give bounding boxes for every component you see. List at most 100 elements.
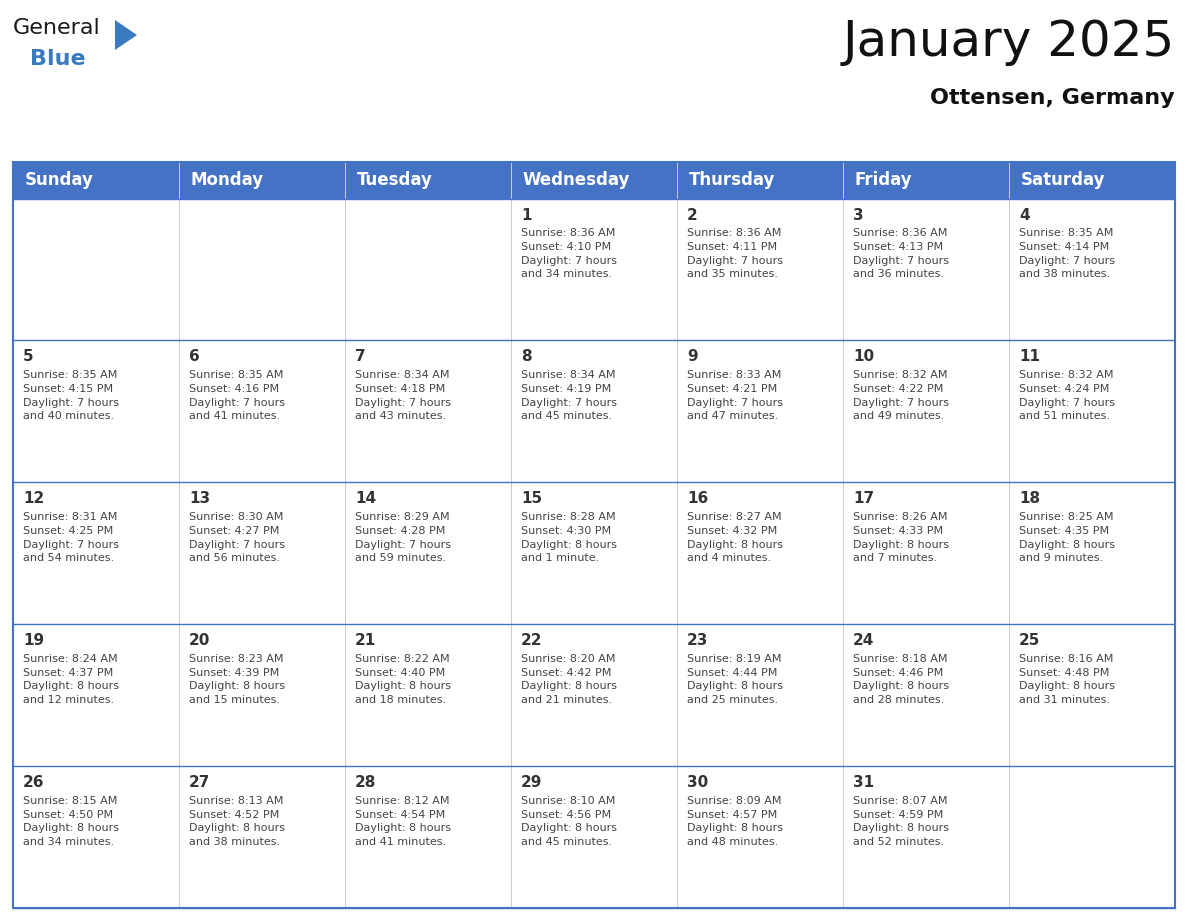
Text: 8: 8 [522, 350, 531, 364]
Text: 29: 29 [522, 775, 543, 790]
Text: 3: 3 [853, 207, 864, 222]
Bar [13, 767, 179, 908]
Text: Sunrise: 8:31 AM
Sunset: 4:25 PM
Daylight: 7 hours
and 54 minutes.: Sunrise: 8:31 AM Sunset: 4:25 PM Dayligh… [23, 512, 119, 563]
Bar [179, 198, 345, 341]
Text: Sunday: Sunday [25, 172, 94, 189]
Text: 4: 4 [1019, 207, 1030, 222]
Text: Sunrise: 8:36 AM
Sunset: 4:13 PM
Daylight: 7 hours
and 36 minutes.: Sunrise: 8:36 AM Sunset: 4:13 PM Dayligh… [853, 229, 949, 279]
Text: 14: 14 [355, 491, 377, 507]
Text: Sunrise: 8:24 AM
Sunset: 4:37 PM
Daylight: 8 hours
and 12 minutes.: Sunrise: 8:24 AM Sunset: 4:37 PM Dayligh… [23, 655, 119, 705]
Text: Sunrise: 8:27 AM
Sunset: 4:32 PM
Daylight: 8 hours
and 4 minutes.: Sunrise: 8:27 AM Sunset: 4:32 PM Dayligh… [687, 512, 783, 563]
Text: 17: 17 [853, 491, 874, 507]
Bar [345, 341, 511, 482]
Text: Sunrise: 8:36 AM
Sunset: 4:11 PM
Daylight: 7 hours
and 35 minutes.: Sunrise: 8:36 AM Sunset: 4:11 PM Dayligh… [687, 229, 783, 279]
Bar [345, 624, 511, 767]
Bar [677, 341, 843, 482]
Text: General: General [13, 18, 101, 38]
Bar [511, 624, 677, 767]
Text: Sunrise: 8:35 AM
Sunset: 4:16 PM
Daylight: 7 hours
and 41 minutes.: Sunrise: 8:35 AM Sunset: 4:16 PM Dayligh… [189, 370, 285, 421]
Bar [345, 482, 511, 624]
Text: 20: 20 [189, 633, 210, 648]
Text: 27: 27 [189, 775, 210, 790]
Bar [1009, 482, 1175, 624]
Text: 7: 7 [355, 350, 366, 364]
Bar [13, 482, 179, 624]
Text: 18: 18 [1019, 491, 1041, 507]
Bar [843, 341, 1009, 482]
Text: Blue: Blue [30, 49, 86, 69]
Bar [1009, 341, 1175, 482]
Text: Sunrise: 8:26 AM
Sunset: 4:33 PM
Daylight: 8 hours
and 7 minutes.: Sunrise: 8:26 AM Sunset: 4:33 PM Dayligh… [853, 512, 949, 563]
Bar [1009, 767, 1175, 908]
Text: 21: 21 [355, 633, 377, 648]
Text: 9: 9 [687, 350, 697, 364]
Text: 23: 23 [687, 633, 708, 648]
Bar [13, 198, 179, 341]
Text: Tuesday: Tuesday [358, 172, 432, 189]
Text: 5: 5 [23, 350, 33, 364]
Text: 22: 22 [522, 633, 543, 648]
Bar [345, 198, 511, 341]
Text: 11: 11 [1019, 350, 1040, 364]
Bar [179, 767, 345, 908]
Text: Sunrise: 8:29 AM
Sunset: 4:28 PM
Daylight: 7 hours
and 59 minutes.: Sunrise: 8:29 AM Sunset: 4:28 PM Dayligh… [355, 512, 451, 563]
Text: 16: 16 [687, 491, 708, 507]
Text: Sunrise: 8:23 AM
Sunset: 4:39 PM
Daylight: 8 hours
and 15 minutes.: Sunrise: 8:23 AM Sunset: 4:39 PM Dayligh… [189, 655, 285, 705]
Text: 25: 25 [1019, 633, 1041, 648]
Text: 24: 24 [853, 633, 874, 648]
Polygon shape [115, 20, 137, 50]
Text: Friday: Friday [855, 172, 912, 189]
Text: Sunrise: 8:33 AM
Sunset: 4:21 PM
Daylight: 7 hours
and 47 minutes.: Sunrise: 8:33 AM Sunset: 4:21 PM Dayligh… [687, 370, 783, 421]
Text: Sunrise: 8:34 AM
Sunset: 4:18 PM
Daylight: 7 hours
and 43 minutes.: Sunrise: 8:34 AM Sunset: 4:18 PM Dayligh… [355, 370, 451, 421]
Bar [345, 767, 511, 908]
Text: Sunrise: 8:16 AM
Sunset: 4:48 PM
Daylight: 8 hours
and 31 minutes.: Sunrise: 8:16 AM Sunset: 4:48 PM Dayligh… [1019, 655, 1116, 705]
Bar [677, 482, 843, 624]
Text: Sunrise: 8:25 AM
Sunset: 4:35 PM
Daylight: 8 hours
and 9 minutes.: Sunrise: 8:25 AM Sunset: 4:35 PM Dayligh… [1019, 512, 1116, 563]
Text: Sunrise: 8:32 AM
Sunset: 4:24 PM
Daylight: 7 hours
and 51 minutes.: Sunrise: 8:32 AM Sunset: 4:24 PM Dayligh… [1019, 370, 1116, 421]
Bar [179, 341, 345, 482]
Text: Sunrise: 8:35 AM
Sunset: 4:14 PM
Daylight: 7 hours
and 38 minutes.: Sunrise: 8:35 AM Sunset: 4:14 PM Dayligh… [1019, 229, 1116, 279]
Text: Sunrise: 8:12 AM
Sunset: 4:54 PM
Daylight: 8 hours
and 41 minutes.: Sunrise: 8:12 AM Sunset: 4:54 PM Dayligh… [355, 796, 451, 847]
Text: 2: 2 [687, 207, 697, 222]
Text: Sunrise: 8:10 AM
Sunset: 4:56 PM
Daylight: 8 hours
and 45 minutes.: Sunrise: 8:10 AM Sunset: 4:56 PM Dayligh… [522, 796, 617, 847]
Bar [677, 624, 843, 767]
Text: 26: 26 [23, 775, 44, 790]
Bar [511, 341, 677, 482]
Bar [13, 624, 179, 767]
Text: Sunrise: 8:13 AM
Sunset: 4:52 PM
Daylight: 8 hours
and 38 minutes.: Sunrise: 8:13 AM Sunset: 4:52 PM Dayligh… [189, 796, 285, 847]
Text: January 2025: January 2025 [842, 18, 1175, 66]
Text: 30: 30 [687, 775, 708, 790]
Bar [179, 482, 345, 624]
Bar [843, 198, 1009, 341]
Text: Sunrise: 8:34 AM
Sunset: 4:19 PM
Daylight: 7 hours
and 45 minutes.: Sunrise: 8:34 AM Sunset: 4:19 PM Dayligh… [522, 370, 617, 421]
Text: Wednesday: Wednesday [523, 172, 631, 189]
Text: Sunrise: 8:07 AM
Sunset: 4:59 PM
Daylight: 8 hours
and 52 minutes.: Sunrise: 8:07 AM Sunset: 4:59 PM Dayligh… [853, 796, 949, 847]
Text: Sunrise: 8:22 AM
Sunset: 4:40 PM
Daylight: 8 hours
and 18 minutes.: Sunrise: 8:22 AM Sunset: 4:40 PM Dayligh… [355, 655, 451, 705]
Text: Sunrise: 8:15 AM
Sunset: 4:50 PM
Daylight: 8 hours
and 34 minutes.: Sunrise: 8:15 AM Sunset: 4:50 PM Dayligh… [23, 796, 119, 847]
Text: 10: 10 [853, 350, 874, 364]
Bar [511, 198, 677, 341]
Bar [677, 767, 843, 908]
Text: Sunrise: 8:09 AM
Sunset: 4:57 PM
Daylight: 8 hours
and 48 minutes.: Sunrise: 8:09 AM Sunset: 4:57 PM Dayligh… [687, 796, 783, 847]
Text: 19: 19 [23, 633, 44, 648]
Text: Sunrise: 8:32 AM
Sunset: 4:22 PM
Daylight: 7 hours
and 49 minutes.: Sunrise: 8:32 AM Sunset: 4:22 PM Dayligh… [853, 370, 949, 421]
Bar [843, 482, 1009, 624]
Bar [511, 482, 677, 624]
Text: 28: 28 [355, 775, 377, 790]
Bar [13, 341, 179, 482]
Text: 31: 31 [853, 775, 874, 790]
Text: Sunrise: 8:19 AM
Sunset: 4:44 PM
Daylight: 8 hours
and 25 minutes.: Sunrise: 8:19 AM Sunset: 4:44 PM Dayligh… [687, 655, 783, 705]
Text: 15: 15 [522, 491, 542, 507]
Text: Sunrise: 8:30 AM
Sunset: 4:27 PM
Daylight: 7 hours
and 56 minutes.: Sunrise: 8:30 AM Sunset: 4:27 PM Dayligh… [189, 512, 285, 563]
Text: 1: 1 [522, 207, 531, 222]
Bar [179, 624, 345, 767]
Bar [1009, 624, 1175, 767]
Text: Monday: Monday [191, 172, 264, 189]
Text: Saturday: Saturday [1020, 172, 1106, 189]
Text: Sunrise: 8:28 AM
Sunset: 4:30 PM
Daylight: 8 hours
and 1 minute.: Sunrise: 8:28 AM Sunset: 4:30 PM Dayligh… [522, 512, 617, 563]
Text: Sunrise: 8:36 AM
Sunset: 4:10 PM
Daylight: 7 hours
and 34 minutes.: Sunrise: 8:36 AM Sunset: 4:10 PM Dayligh… [522, 229, 617, 279]
Bar [1009, 198, 1175, 341]
Bar [13, 162, 1175, 908]
Bar [843, 624, 1009, 767]
Text: Ottensen, Germany: Ottensen, Germany [930, 88, 1175, 108]
